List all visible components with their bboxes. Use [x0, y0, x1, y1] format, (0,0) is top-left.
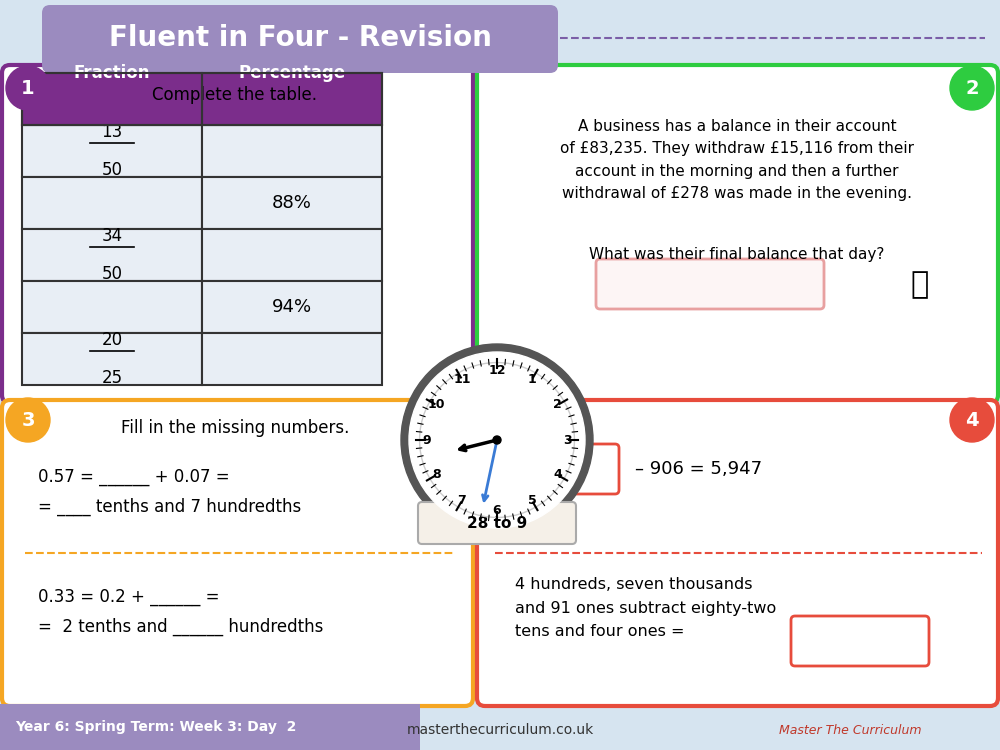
Text: 20: 20: [101, 331, 123, 349]
Text: 5: 5: [528, 494, 536, 507]
Text: What was their final balance that day?: What was their final balance that day?: [589, 248, 885, 262]
Text: 28 to 9: 28 to 9: [467, 515, 527, 530]
FancyBboxPatch shape: [596, 259, 824, 309]
Bar: [202, 229, 382, 281]
FancyBboxPatch shape: [477, 400, 998, 706]
Text: 12: 12: [488, 364, 506, 376]
Text: 2: 2: [553, 398, 562, 412]
Text: 10: 10: [428, 398, 445, 412]
Circle shape: [6, 66, 50, 110]
Text: 4 hundreds, seven thousands
and 91 ones subtract eighty-two
tens and four ones =: 4 hundreds, seven thousands and 91 ones …: [515, 577, 776, 639]
Bar: [202, 125, 382, 177]
Text: 0.33 = 0.2 + ______ =
=  2 tenths and ______ hundredths: 0.33 = 0.2 + ______ = = 2 tenths and ___…: [38, 588, 323, 636]
FancyBboxPatch shape: [791, 616, 929, 666]
Text: Fraction: Fraction: [74, 64, 150, 82]
Bar: [0, 704, 420, 750]
Text: 3: 3: [563, 433, 571, 446]
FancyBboxPatch shape: [2, 65, 473, 403]
Text: 9: 9: [423, 433, 431, 446]
FancyBboxPatch shape: [2, 400, 473, 706]
Text: 8: 8: [432, 469, 441, 482]
Bar: [22, 281, 202, 333]
Text: 88%: 88%: [272, 194, 312, 212]
Text: 1: 1: [21, 79, 35, 98]
Text: 1: 1: [528, 373, 536, 386]
Text: 6: 6: [493, 503, 501, 517]
Text: Fluent in Four - Revision: Fluent in Four - Revision: [109, 24, 491, 52]
Text: 11: 11: [453, 373, 471, 386]
Bar: [202, 333, 382, 385]
Bar: [22, 229, 202, 281]
Text: 3: 3: [21, 410, 35, 430]
Text: masterthecurriculum.co.uk: masterthecurriculum.co.uk: [406, 723, 594, 737]
FancyBboxPatch shape: [501, 444, 619, 494]
Text: Year 6: Spring Term: Week 3: Day  2: Year 6: Spring Term: Week 3: Day 2: [15, 720, 296, 734]
Text: 50: 50: [102, 161, 123, 179]
Bar: [22, 125, 202, 177]
Text: 25: 25: [101, 369, 123, 387]
Text: Fill in the missing numbers.: Fill in the missing numbers.: [121, 419, 349, 437]
Bar: [22, 177, 202, 229]
Text: 🏛: 🏛: [911, 271, 929, 299]
Bar: [22, 333, 202, 385]
Circle shape: [950, 66, 994, 110]
Circle shape: [401, 344, 593, 536]
Text: A business has a balance in their account
of £83,235. They withdraw £15,116 from: A business has a balance in their accoun…: [560, 119, 914, 201]
Text: Complete the table.: Complete the table.: [152, 86, 318, 104]
Bar: [22, 73, 202, 125]
Bar: [202, 73, 382, 125]
Text: – 906 = 5,947: – 906 = 5,947: [635, 460, 762, 478]
FancyBboxPatch shape: [42, 5, 558, 73]
Text: 34: 34: [101, 227, 123, 245]
Text: 0.57 = ______ + 0.07 =
= ____ tenths and 7 hundredths: 0.57 = ______ + 0.07 = = ____ tenths and…: [38, 468, 301, 516]
Circle shape: [6, 398, 50, 442]
Text: Percentage: Percentage: [238, 64, 346, 82]
Circle shape: [493, 436, 501, 444]
Text: 4: 4: [965, 410, 979, 430]
Text: 7: 7: [458, 494, 466, 507]
Text: 94%: 94%: [272, 298, 312, 316]
FancyBboxPatch shape: [418, 502, 576, 544]
Text: 2: 2: [965, 79, 979, 98]
Text: 4: 4: [553, 469, 562, 482]
FancyBboxPatch shape: [22, 73, 382, 125]
Text: 13: 13: [101, 123, 123, 141]
Bar: [202, 177, 382, 229]
Text: Master The Curriculum: Master The Curriculum: [779, 724, 921, 736]
Text: 50: 50: [102, 265, 123, 283]
Circle shape: [409, 352, 585, 528]
Bar: [202, 281, 382, 333]
Circle shape: [950, 398, 994, 442]
FancyBboxPatch shape: [477, 65, 998, 403]
